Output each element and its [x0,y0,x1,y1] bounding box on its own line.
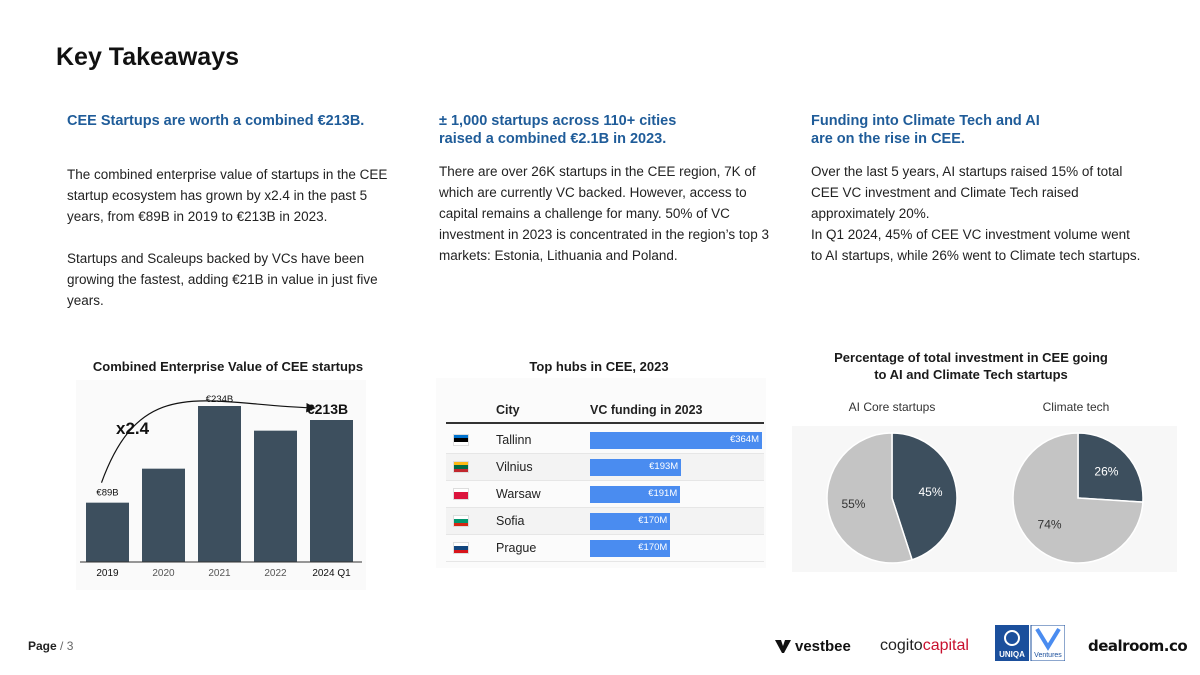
pie-title-line: to AI and Climate Tech startups [874,367,1068,382]
x-tick-label: 2022 [264,568,287,579]
page-number: / 3 [60,639,74,653]
data-label: €234B [206,394,233,405]
city-name: Prague [496,541,537,555]
pie-slice-label: 74% [1038,518,1062,532]
page-label: Page [28,639,57,653]
table-row: Warsaw €191M [446,481,764,508]
takeaway-paragraph: Startups and Scaleups backed by VCs have… [67,251,378,308]
funding-value: €170M [638,515,668,526]
city-name: Tallinn [496,433,532,447]
cogito-capital-logo: cogito capital [880,630,969,662]
takeaway-valuation: CEE Startups are worth a combined €213B.… [67,112,397,311]
x-tick-label: 2021 [208,568,231,579]
funding-value: €193M [649,461,679,472]
city-name: Sofia [496,514,525,528]
data-label: €213B [307,401,348,417]
pie-svg: 45% 55% 26% 74% [826,432,1144,564]
ventures-text: Ventures [1034,652,1062,659]
hubs-title: Top hubs in CEE, 2023 [529,359,669,374]
takeaway-body: Over the last 5 years, AI startups raise… [811,161,1141,266]
country-flag-icon [453,434,469,446]
uniqa-text: UNIQA [999,650,1025,659]
country-flag-icon [453,542,469,554]
pie-chart-title: Percentage of total investment in CEE go… [800,349,1142,383]
takeaway-ai-climate: Funding into Climate Tech and AI are on … [811,112,1141,266]
uniqa-ventures-logo: UNIQA Ventures [995,625,1065,661]
pie-slice [1077,432,1144,503]
page-title: Key Takeaways [56,43,239,71]
pie-slice-label: 45% [919,485,943,499]
city-name: Warsaw [496,487,541,501]
table-row: Prague €170M [446,535,764,562]
country-flag-icon [453,488,469,500]
takeaway-heading-line: are on the rise in CEE. [811,131,965,147]
country-flag-icon [453,515,469,527]
pie-label-ai: AI Core startups [848,400,936,414]
data-label: €89B [96,488,118,499]
pie-slice-label: 26% [1094,464,1118,478]
takeaway-body: The combined enterprise value of startup… [67,164,397,311]
pie-slice [891,432,958,561]
growth-arrow [100,400,316,483]
bar-2024-q1 [310,420,353,562]
bar-2019 [86,502,129,562]
funding-value: €170M [638,542,668,553]
bar-2022 [254,430,297,562]
x-tick-label: 2024 Q1 [312,568,351,579]
enterprise-value-chart: 2019 €89B 2020 2021 €234B 2022 2024 Q1 €213B x2.… [76,380,366,590]
column-header-funding: VC funding in 2023 [590,403,703,417]
pie-slice [826,432,914,564]
capital-wordmark: capital [922,637,969,654]
takeaway-heading-line: ± 1,000 startups across 110+ cities [439,113,677,129]
takeaway-paragraph: There are over 26K startups in the CEE r… [439,164,769,263]
table-header: City VC funding in 2023 [446,400,764,424]
takeaway-heading: CEE Startups are worth a combined €213B. [67,113,365,129]
table-row: Tallinn €364M [446,427,764,454]
page-indicator: Page / 3 [28,639,73,653]
takeaway-paragraph: The combined enterprise value of startup… [67,167,388,224]
funding-bar: €170M [590,540,671,557]
vestbee-wordmark: vestbee [795,637,851,655]
takeaway-body: There are over 26K startups in the CEE r… [439,161,769,266]
funding-bar: €193M [590,459,682,476]
vestbee-logo: vestbee [774,630,851,662]
x-tick-label: 2020 [152,568,175,579]
takeaway-paragraph: In Q1 2024, 45% of CEE VC investment vol… [811,227,1141,263]
vestbee-icon [775,640,791,653]
funding-bar: €364M [590,432,762,449]
table-row: Vilnius €193M [446,454,764,481]
funding-bar: €191M [590,486,681,503]
top-hubs-table: City VC funding in 2023 Tallinn €364M Viln… [436,378,766,568]
pie-slice-label: 55% [841,497,865,511]
dealroom-logo: dealroom.co [1088,637,1188,655]
pie-slice [1012,432,1144,564]
investment-pies: 45% 55% 26% 74% [792,426,1177,572]
uniqa-ventures-mark: UNIQA Ventures [995,625,1065,661]
pie-title-line: Percentage of total investment in CEE go… [834,350,1108,365]
takeaway-heading-line: Funding into Climate Tech and AI [811,113,1040,129]
takeaway-heading: ± 1,000 startups across 110+ cities rais… [439,112,769,148]
growth-multiplier: x2.4 [116,419,150,438]
funding-value: €364M [729,434,759,445]
cogito-wordmark: cogito [880,637,923,654]
country-flag-icon [453,461,469,473]
takeaway-funding: ± 1,000 startups across 110+ cities rais… [439,112,769,266]
takeaway-heading: Funding into Climate Tech and AI are on … [811,112,1141,148]
bar-2020 [142,468,185,562]
pie-label-climate: Climate tech [1042,400,1110,414]
x-tick-label: 2019 [96,568,119,579]
funding-value: €191M [648,488,678,499]
takeaway-heading-line: raised a combined €2.1B in 2023. [439,131,667,147]
enterprise-value-svg: 2019 €89B 2020 2021 €234B 2022 2024 Q1 €213B x2.… [76,380,366,590]
funding-bar: €170M [590,513,671,530]
table-row: Sofia €170M [446,508,764,535]
ev-chart-title: Combined Enterprise Value of CEE startup… [92,359,364,374]
city-name: Vilnius [496,460,533,474]
takeaway-paragraph: Over the last 5 years, AI startups raise… [811,164,1123,221]
bar-2021 [198,406,241,562]
column-header-city: City [496,403,520,417]
